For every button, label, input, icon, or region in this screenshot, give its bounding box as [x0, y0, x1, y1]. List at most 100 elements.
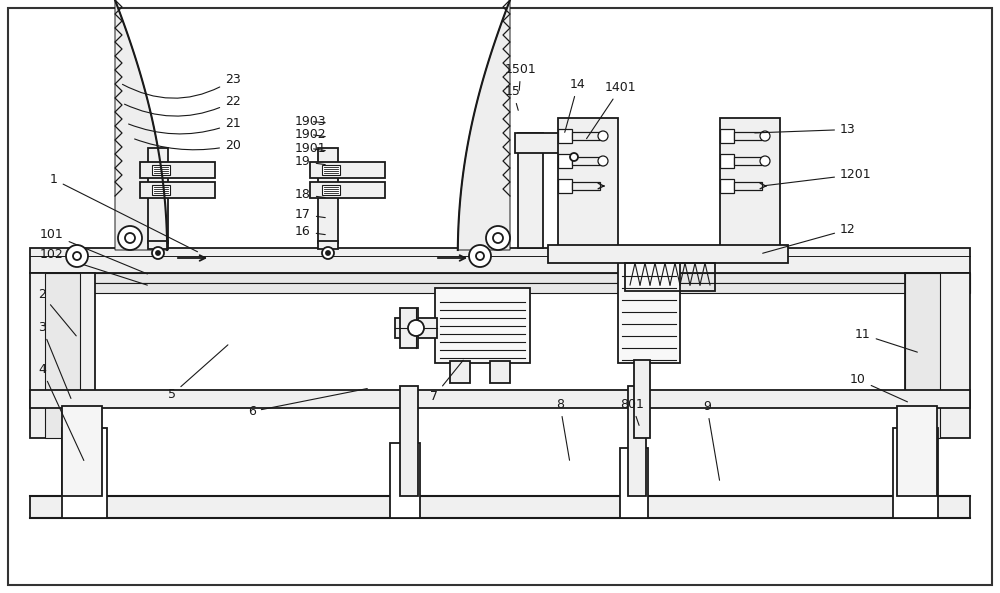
- Bar: [893, 428, 938, 518]
- Text: 22: 22: [125, 95, 241, 116]
- Bar: [558, 129, 572, 143]
- Text: 101: 101: [40, 228, 147, 274]
- Bar: [310, 182, 385, 198]
- Circle shape: [760, 156, 770, 166]
- Text: 18: 18: [295, 188, 325, 201]
- Bar: [720, 154, 734, 168]
- Bar: [572, 132, 600, 140]
- Circle shape: [469, 245, 491, 267]
- Circle shape: [570, 153, 578, 161]
- Bar: [558, 179, 572, 193]
- Bar: [897, 406, 937, 496]
- Circle shape: [760, 131, 770, 141]
- Text: 2: 2: [38, 288, 76, 336]
- Bar: [140, 182, 215, 198]
- Text: 17: 17: [295, 208, 325, 221]
- Bar: [310, 162, 385, 178]
- Bar: [620, 448, 648, 518]
- Bar: [720, 179, 734, 193]
- Text: 1903: 1903: [295, 115, 327, 128]
- Bar: [30, 390, 970, 408]
- Bar: [148, 148, 168, 243]
- Bar: [518, 133, 543, 248]
- Bar: [395, 318, 437, 338]
- Bar: [628, 386, 646, 496]
- Bar: [558, 154, 572, 168]
- Circle shape: [493, 233, 503, 243]
- Circle shape: [598, 131, 608, 141]
- Bar: [30, 248, 970, 273]
- Bar: [734, 182, 762, 190]
- Bar: [572, 157, 600, 165]
- Bar: [62, 428, 107, 518]
- Circle shape: [598, 156, 608, 166]
- Bar: [560, 131, 590, 155]
- Text: 11: 11: [855, 328, 917, 352]
- Text: 1401: 1401: [587, 81, 637, 139]
- Bar: [734, 132, 762, 140]
- Bar: [30, 283, 970, 293]
- Text: 4: 4: [38, 363, 84, 461]
- Text: 8: 8: [556, 398, 570, 460]
- Circle shape: [73, 252, 81, 260]
- Text: 1: 1: [50, 173, 198, 252]
- Circle shape: [125, 233, 135, 243]
- Bar: [618, 253, 680, 363]
- Text: 12: 12: [763, 223, 856, 253]
- Bar: [720, 118, 780, 248]
- Bar: [148, 241, 168, 249]
- Bar: [140, 162, 215, 178]
- Bar: [720, 129, 734, 143]
- Bar: [152, 165, 170, 175]
- Bar: [318, 148, 338, 243]
- Text: 15: 15: [505, 85, 521, 110]
- Text: 5: 5: [168, 345, 228, 401]
- Text: 1901: 1901: [295, 142, 327, 155]
- Text: 20: 20: [135, 139, 241, 152]
- Text: 3: 3: [38, 321, 71, 398]
- Text: 6: 6: [248, 388, 367, 418]
- Circle shape: [322, 247, 334, 259]
- Text: 801: 801: [620, 398, 644, 425]
- Bar: [435, 288, 530, 363]
- Bar: [634, 360, 650, 438]
- Text: 9: 9: [703, 400, 720, 480]
- Bar: [322, 185, 340, 195]
- Text: 1201: 1201: [765, 168, 872, 186]
- Polygon shape: [458, 0, 510, 250]
- Text: 102: 102: [40, 248, 147, 285]
- Bar: [548, 245, 788, 263]
- Bar: [400, 386, 418, 496]
- Bar: [905, 273, 940, 438]
- Text: 10: 10: [850, 373, 907, 402]
- Circle shape: [66, 245, 88, 267]
- Bar: [450, 361, 470, 383]
- Bar: [625, 263, 715, 291]
- Bar: [45, 273, 80, 438]
- Text: 21: 21: [129, 117, 241, 134]
- Text: 16: 16: [295, 225, 325, 238]
- Bar: [568, 151, 580, 159]
- Circle shape: [326, 251, 330, 255]
- Text: 13: 13: [755, 123, 856, 136]
- Bar: [30, 496, 970, 518]
- Bar: [318, 241, 338, 249]
- Bar: [62, 406, 102, 496]
- Circle shape: [156, 251, 160, 255]
- Bar: [152, 185, 170, 195]
- Text: 1902: 1902: [295, 128, 327, 141]
- Circle shape: [486, 226, 510, 250]
- Circle shape: [118, 226, 142, 250]
- Polygon shape: [115, 0, 167, 250]
- Text: 23: 23: [122, 73, 241, 98]
- Bar: [572, 182, 600, 190]
- Text: 1501: 1501: [505, 63, 537, 90]
- Bar: [515, 133, 570, 153]
- Circle shape: [476, 252, 484, 260]
- Bar: [30, 273, 95, 438]
- Text: 14: 14: [565, 78, 586, 132]
- Circle shape: [408, 320, 424, 336]
- Text: 7: 7: [430, 360, 463, 403]
- Bar: [558, 118, 618, 248]
- Circle shape: [152, 247, 164, 259]
